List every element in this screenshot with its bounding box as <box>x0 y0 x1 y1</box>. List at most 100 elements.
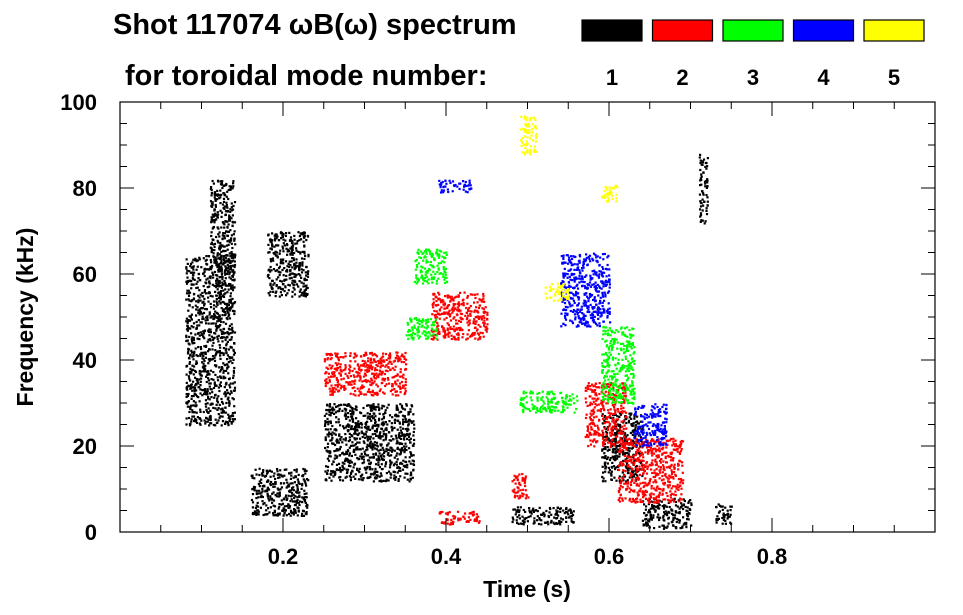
point-n=1-blob0 <box>203 270 206 273</box>
point-n=1-blob8 <box>699 208 702 211</box>
point-n=1-blob4 <box>356 441 359 444</box>
point-n=1-blob3 <box>294 242 297 245</box>
point-n=1-blob4 <box>324 446 327 450</box>
point-n=2-blob0 <box>325 371 328 374</box>
point-n=1-blob3 <box>303 232 306 235</box>
point-n=1-blob3 <box>267 243 270 246</box>
point-n=1-blob2 <box>270 498 274 501</box>
point-n=1-blob2 <box>297 509 300 512</box>
point-n=2-blob3 <box>592 412 595 416</box>
point-n=1-blob4 <box>354 425 357 428</box>
point-n=1-blob0 <box>201 394 204 397</box>
point-n=1-blob4 <box>403 476 406 479</box>
point-n=1-blob0 <box>214 322 218 325</box>
point-n=2-blob4 <box>651 459 654 462</box>
point-n=2-blob0 <box>394 374 397 378</box>
point-n=2-blob1 <box>456 328 459 331</box>
point-n=2-blob0 <box>375 383 378 386</box>
point-n=1-blob5 <box>553 522 556 526</box>
point-n=2-blob1 <box>459 320 462 323</box>
point-n=1-blob0 <box>189 367 192 370</box>
point-n=1-blob0 <box>211 355 215 358</box>
point-n=2-blob0 <box>369 358 372 361</box>
point-n=1-blob4 <box>413 427 416 430</box>
point-n=2-blob2 <box>456 510 460 513</box>
point-n=1-blob6 <box>606 462 609 465</box>
point-n=1-blob4 <box>387 479 390 482</box>
point-n=2-blob0 <box>345 381 348 384</box>
point-n=1-blob2 <box>273 505 277 508</box>
point-n=1-blob2 <box>265 504 268 507</box>
point-n=1-blob4 <box>380 407 383 410</box>
point-n=2-blob0 <box>399 375 402 378</box>
point-n=1-blob4 <box>399 467 402 470</box>
point-n=1-blob4 <box>373 407 376 410</box>
point-n=1-blob6 <box>626 434 629 437</box>
point-n=1-blob5 <box>525 517 528 520</box>
point-n=1-blob1 <box>222 197 226 200</box>
point-n=1-blob4 <box>380 480 383 483</box>
point-n=2-blob4 <box>641 463 644 466</box>
point-n=2-blob3 <box>623 424 626 427</box>
point-n=1-blob4 <box>345 459 348 462</box>
point-n=1-blob4 <box>394 476 398 479</box>
point-n=1-blob3 <box>301 250 304 253</box>
point-n=1-blob0 <box>196 324 199 327</box>
point-n=2-blob1 <box>457 294 460 297</box>
point-n=1-blob2 <box>262 469 265 472</box>
point-n=1-blob4 <box>350 454 353 458</box>
point-n=1-blob0 <box>208 348 211 351</box>
point-n=1-blob2 <box>271 501 274 504</box>
point-n=1-blob4 <box>387 470 391 473</box>
point-n=1-blob4 <box>344 439 347 442</box>
point-n=1-blob3 <box>283 290 286 293</box>
point-n=2-blob0 <box>404 383 407 387</box>
point-n=1-blob0 <box>190 397 193 400</box>
point-n=2-blob3 <box>597 428 600 431</box>
point-n=1-blob7 <box>677 511 680 514</box>
point-n=1-blob2 <box>273 511 276 514</box>
point-n=2-blob0 <box>349 381 352 384</box>
point-n=1-blob0 <box>185 364 189 367</box>
point-n=1-blob4 <box>408 447 411 450</box>
point-n=1-blob0 <box>195 411 198 414</box>
point-n=2-blob1 <box>439 313 442 316</box>
point-n=1-blob4 <box>381 404 384 407</box>
point-n=2-blob4 <box>636 476 640 479</box>
point-n=1-blob2 <box>287 494 290 497</box>
point-n=2-blob1 <box>441 312 444 315</box>
point-n=1-blob0 <box>227 413 230 416</box>
point-n=2-blob1 <box>469 310 472 313</box>
point-n=2-blob4 <box>667 498 670 502</box>
point-n=2-blob0 <box>371 372 374 375</box>
point-n=1-blob1 <box>219 183 223 186</box>
point-n=1-blob5 <box>546 520 549 523</box>
point-n=2-blob0 <box>400 354 403 358</box>
point-n=1-blob4 <box>367 462 371 465</box>
point-n=1-blob4 <box>377 419 381 422</box>
point-n=1-blob2 <box>273 485 276 488</box>
point-n=1-blob4 <box>366 417 369 420</box>
point-n=1-blob0 <box>224 332 227 335</box>
point-n=2-blob4 <box>641 465 644 468</box>
point-n=1-blob6 <box>628 412 631 415</box>
point-n=1-blob0 <box>199 408 202 411</box>
point-n=2-blob0 <box>372 358 375 362</box>
point-n=1-blob7 <box>682 507 685 511</box>
point-n=1-blob8 <box>706 200 709 203</box>
point-n=1-blob5 <box>540 523 543 526</box>
point-n=1-blob2 <box>292 493 295 496</box>
point-n=1-blob2 <box>297 491 300 494</box>
point-n=1-blob0 <box>186 394 189 397</box>
point-n=1-blob7 <box>666 525 669 528</box>
point-n=1-blob1 <box>219 189 222 192</box>
point-n=1-blob3 <box>288 265 291 268</box>
point-n=2-blob1 <box>468 322 471 325</box>
point-n=1-blob1 <box>214 199 217 202</box>
point-n=1-blob0 <box>213 381 216 384</box>
point-n=1-blob4 <box>403 447 406 450</box>
point-n=2-blob4 <box>682 479 685 482</box>
point-n=2-blob1 <box>478 298 481 301</box>
point-n=1-blob7 <box>661 505 664 508</box>
point-n=2-blob4 <box>681 482 684 485</box>
